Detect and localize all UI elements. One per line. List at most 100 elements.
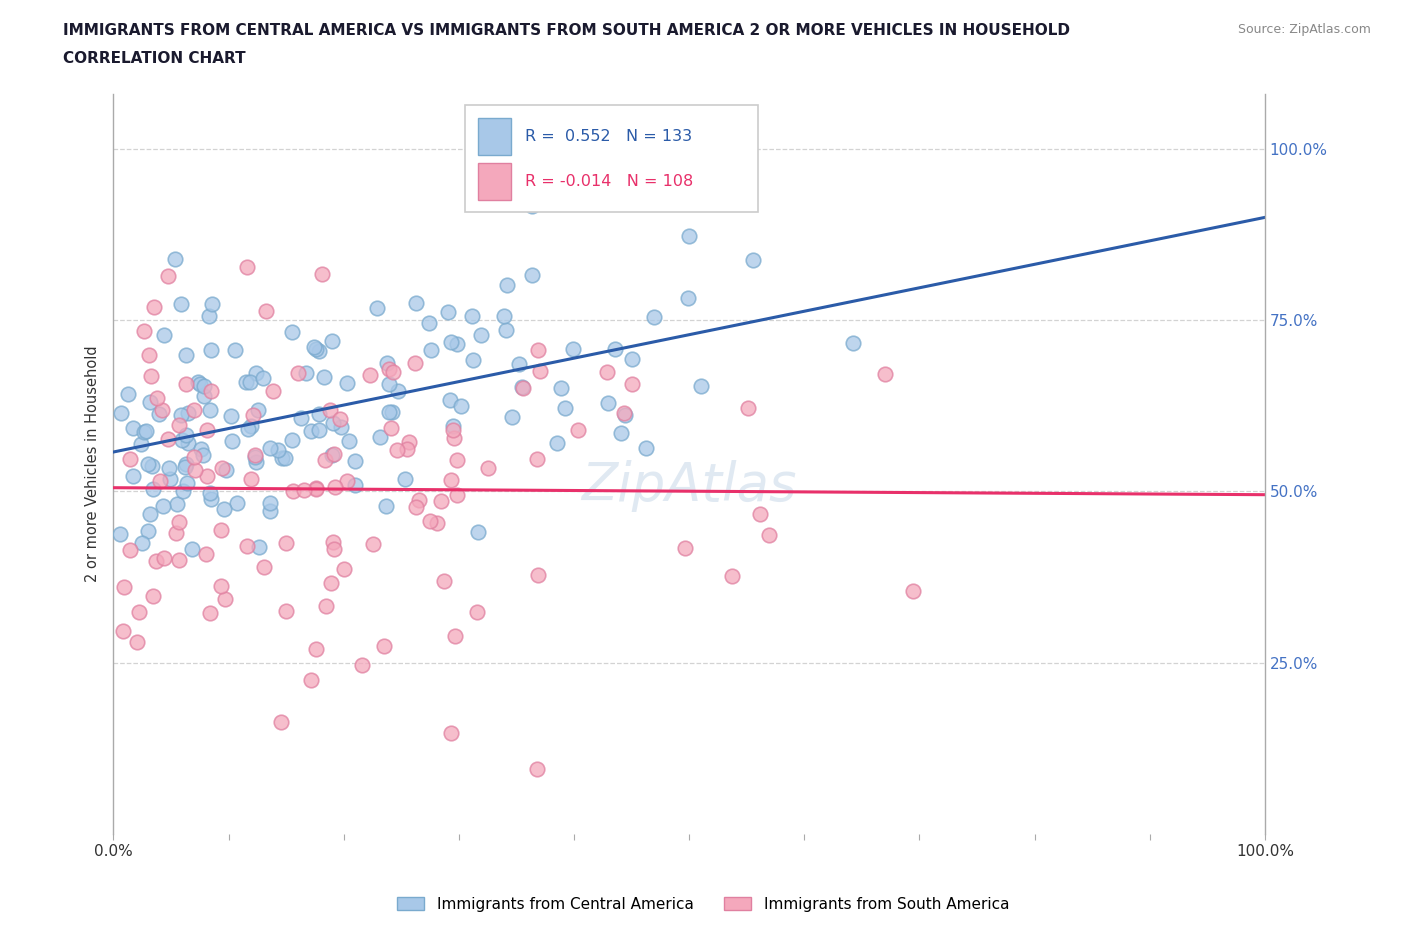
Point xyxy=(145,553,167,568)
Point xyxy=(225,496,247,511)
Point xyxy=(246,403,269,418)
Text: ZipAtlas: ZipAtlas xyxy=(582,460,797,512)
Y-axis label: 2 or more Vehicles in Household: 2 or more Vehicles in Household xyxy=(86,346,100,582)
Point xyxy=(596,395,619,410)
Point xyxy=(117,387,139,402)
Point xyxy=(169,514,191,529)
Point xyxy=(758,527,780,542)
Point xyxy=(239,375,262,390)
Point xyxy=(167,553,190,568)
Point xyxy=(446,337,468,352)
Point xyxy=(112,579,135,594)
Point xyxy=(873,366,896,381)
Point xyxy=(304,480,326,495)
Point xyxy=(190,441,212,456)
Point xyxy=(132,425,155,440)
Text: Source: ZipAtlas.com: Source: ZipAtlas.com xyxy=(1237,23,1371,36)
Point xyxy=(321,333,343,348)
Point xyxy=(673,540,696,555)
Point xyxy=(319,403,342,418)
Point xyxy=(394,472,416,487)
FancyBboxPatch shape xyxy=(478,163,510,200)
Point xyxy=(374,498,396,513)
Point xyxy=(156,269,179,284)
Point xyxy=(352,658,374,672)
Point xyxy=(221,409,243,424)
Point xyxy=(139,506,162,521)
Point xyxy=(187,375,209,390)
Point xyxy=(112,623,135,638)
Point xyxy=(522,199,544,214)
Point xyxy=(492,309,515,324)
Point xyxy=(139,394,162,409)
Point xyxy=(437,304,460,319)
Point xyxy=(110,405,132,420)
Point xyxy=(138,347,160,362)
Text: R =  0.552   N = 133: R = 0.552 N = 133 xyxy=(524,129,692,144)
Point xyxy=(408,493,430,508)
Point xyxy=(613,407,636,422)
Point xyxy=(440,472,463,487)
Point xyxy=(153,328,176,343)
Point xyxy=(308,422,330,437)
Point xyxy=(159,472,181,486)
Point xyxy=(450,399,472,414)
Text: R = -0.014   N = 108: R = -0.014 N = 108 xyxy=(524,174,693,189)
Point xyxy=(247,539,270,554)
Point xyxy=(163,251,186,266)
Point xyxy=(295,366,318,381)
Point xyxy=(183,450,205,465)
Point xyxy=(148,407,170,422)
Point xyxy=(440,725,463,740)
Point xyxy=(243,449,266,464)
Point xyxy=(477,460,499,475)
Point xyxy=(596,365,619,379)
Point xyxy=(526,451,548,466)
Point xyxy=(501,409,523,424)
Point xyxy=(212,501,235,516)
Point xyxy=(281,484,304,498)
Point xyxy=(287,365,309,380)
Point xyxy=(678,228,700,243)
Point xyxy=(380,420,402,435)
Point xyxy=(201,297,224,312)
Point xyxy=(224,343,246,358)
Point xyxy=(153,551,176,565)
Point xyxy=(567,423,589,438)
Point xyxy=(613,405,636,420)
Point xyxy=(529,364,551,379)
Point xyxy=(643,310,665,325)
Point xyxy=(546,435,568,450)
Point xyxy=(446,452,468,467)
Point xyxy=(157,432,180,446)
Point xyxy=(381,405,404,419)
Point xyxy=(463,352,485,367)
Point xyxy=(441,418,464,433)
Point xyxy=(259,504,281,519)
Point xyxy=(305,342,328,357)
Point xyxy=(270,714,292,729)
Point xyxy=(512,380,534,395)
Point xyxy=(311,267,333,282)
Point xyxy=(426,515,449,530)
Point xyxy=(527,568,550,583)
Point xyxy=(441,423,464,438)
Point xyxy=(741,253,763,268)
Point xyxy=(254,304,277,319)
Point xyxy=(841,336,863,351)
Point xyxy=(136,456,159,471)
Point xyxy=(368,430,391,445)
Point xyxy=(128,604,150,619)
Point xyxy=(322,416,344,431)
Point xyxy=(526,762,548,777)
Point xyxy=(290,411,312,426)
Point xyxy=(467,525,489,539)
Point xyxy=(636,441,658,456)
Point xyxy=(330,419,353,434)
Point xyxy=(176,456,198,471)
Point xyxy=(363,537,385,551)
Point xyxy=(193,389,215,404)
Point xyxy=(526,343,548,358)
Point xyxy=(200,491,222,506)
Point xyxy=(110,526,132,541)
